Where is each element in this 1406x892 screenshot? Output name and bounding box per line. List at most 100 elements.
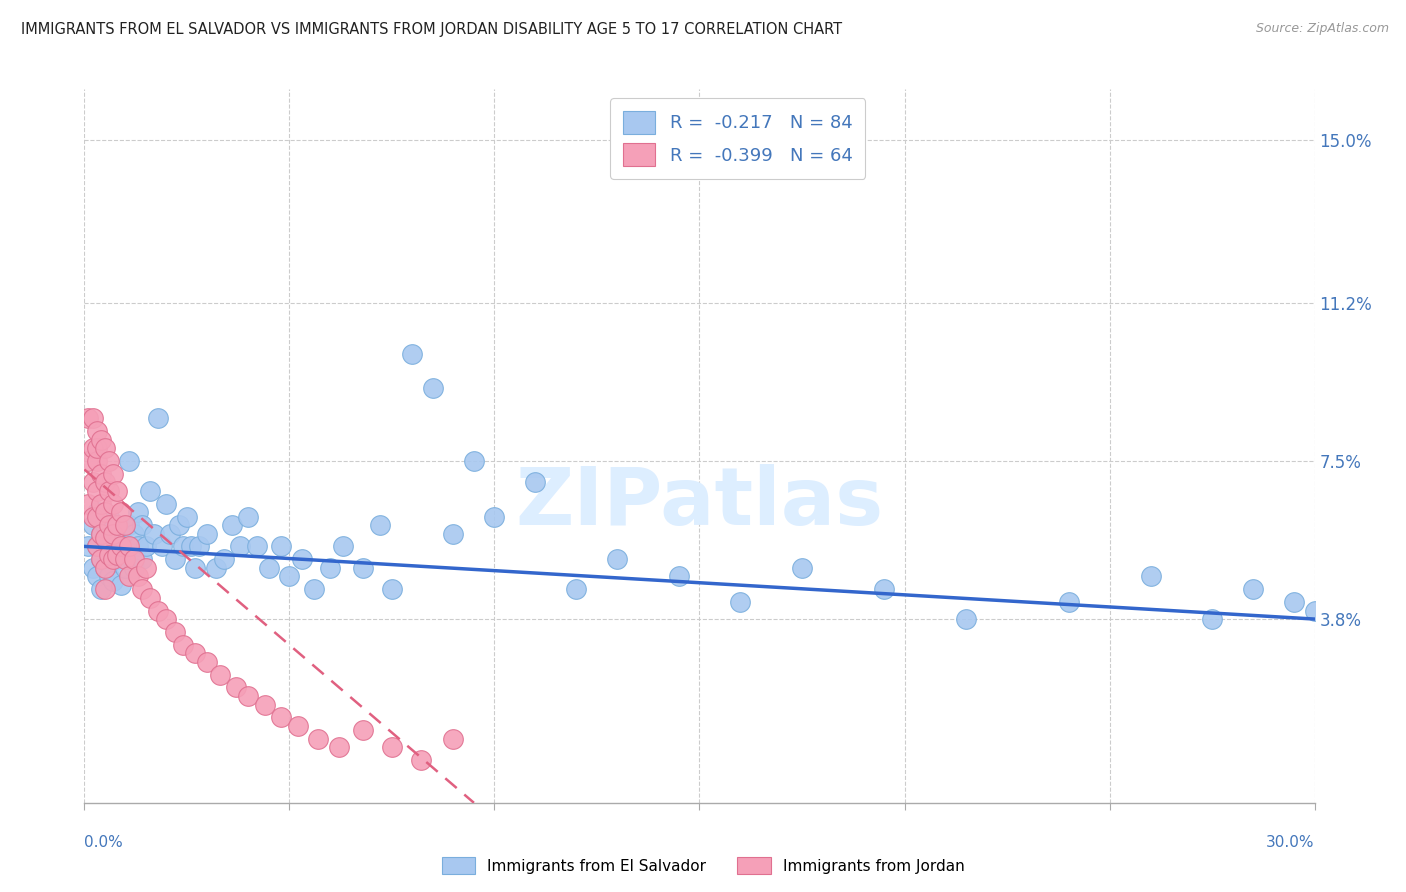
Point — [86, 540, 108, 554]
Point — [307, 731, 329, 746]
Point — [139, 483, 162, 498]
Point — [167, 518, 190, 533]
Legend: R =  -0.217   N = 84, R =  -0.399   N = 64: R = -0.217 N = 84, R = -0.399 N = 64 — [610, 98, 865, 179]
Point — [98, 483, 121, 498]
Point — [291, 552, 314, 566]
Point — [94, 531, 117, 545]
Point — [352, 723, 374, 738]
Point — [139, 591, 162, 605]
Point — [155, 612, 177, 626]
Point — [131, 582, 153, 596]
Point — [401, 347, 423, 361]
Point — [127, 505, 149, 519]
Point — [150, 540, 173, 554]
Point — [208, 667, 231, 681]
Y-axis label: Disability Age 5 to 17: Disability Age 5 to 17 — [0, 364, 7, 528]
Point — [221, 518, 243, 533]
Point — [270, 710, 292, 724]
Text: IMMIGRANTS FROM EL SALVADOR VS IMMIGRANTS FROM JORDAN DISABILITY AGE 5 TO 17 COR: IMMIGRANTS FROM EL SALVADOR VS IMMIGRANT… — [21, 22, 842, 37]
Point — [110, 505, 132, 519]
Point — [82, 518, 104, 533]
Point — [172, 540, 194, 554]
Point — [278, 569, 301, 583]
Point — [135, 540, 157, 554]
Point — [90, 582, 112, 596]
Point — [212, 552, 235, 566]
Point — [118, 540, 141, 554]
Point — [90, 433, 112, 447]
Point — [86, 540, 108, 554]
Point — [98, 454, 121, 468]
Text: ZIPatlas: ZIPatlas — [516, 464, 883, 542]
Point — [77, 454, 100, 468]
Point — [484, 509, 506, 524]
Point — [110, 548, 132, 562]
Point — [143, 526, 166, 541]
Point — [1139, 569, 1161, 583]
Point — [163, 552, 186, 566]
Point — [730, 595, 752, 609]
Point — [86, 441, 108, 455]
Point — [270, 540, 292, 554]
Point — [114, 540, 136, 554]
Point — [94, 518, 117, 533]
Point — [105, 518, 128, 533]
Point — [302, 582, 325, 596]
Point — [257, 561, 280, 575]
Point — [332, 540, 354, 554]
Point — [86, 424, 108, 438]
Point — [77, 411, 100, 425]
Point — [86, 505, 108, 519]
Point — [381, 582, 404, 596]
Point — [352, 561, 374, 575]
Point — [101, 497, 124, 511]
Point — [176, 509, 198, 524]
Point — [184, 561, 207, 575]
Point — [1303, 603, 1326, 617]
Point — [127, 569, 149, 583]
Point — [90, 526, 112, 541]
Point — [1241, 582, 1264, 596]
Point — [101, 574, 124, 588]
Point — [86, 509, 108, 524]
Point — [184, 646, 207, 660]
Point — [131, 552, 153, 566]
Point — [443, 731, 465, 746]
Point — [163, 624, 186, 639]
Point — [114, 518, 136, 533]
Point — [98, 518, 121, 533]
Point — [94, 561, 117, 575]
Point — [94, 561, 117, 575]
Point — [105, 518, 128, 533]
Text: 0.0%: 0.0% — [84, 836, 124, 850]
Point — [98, 509, 121, 524]
Point — [94, 540, 117, 554]
Point — [110, 578, 132, 592]
Point — [127, 540, 149, 554]
Point — [101, 548, 124, 562]
Point — [86, 454, 108, 468]
Point — [114, 561, 136, 575]
Point — [319, 561, 342, 575]
Point — [101, 526, 124, 541]
Point — [328, 740, 350, 755]
Text: Source: ZipAtlas.com: Source: ZipAtlas.com — [1256, 22, 1389, 36]
Point — [90, 467, 112, 481]
Point — [368, 518, 391, 533]
Point — [1201, 612, 1223, 626]
Point — [253, 698, 276, 712]
Point — [287, 719, 309, 733]
Point — [204, 561, 226, 575]
Point — [238, 509, 260, 524]
Point — [180, 540, 202, 554]
Point — [82, 561, 104, 575]
Point — [172, 638, 194, 652]
Point — [118, 454, 141, 468]
Point — [131, 518, 153, 533]
Point — [90, 526, 112, 541]
Point — [524, 475, 547, 490]
Legend: Immigrants from El Salvador, Immigrants from Jordan: Immigrants from El Salvador, Immigrants … — [436, 851, 970, 880]
Point — [1057, 595, 1080, 609]
Point — [77, 497, 100, 511]
Point — [110, 540, 132, 554]
